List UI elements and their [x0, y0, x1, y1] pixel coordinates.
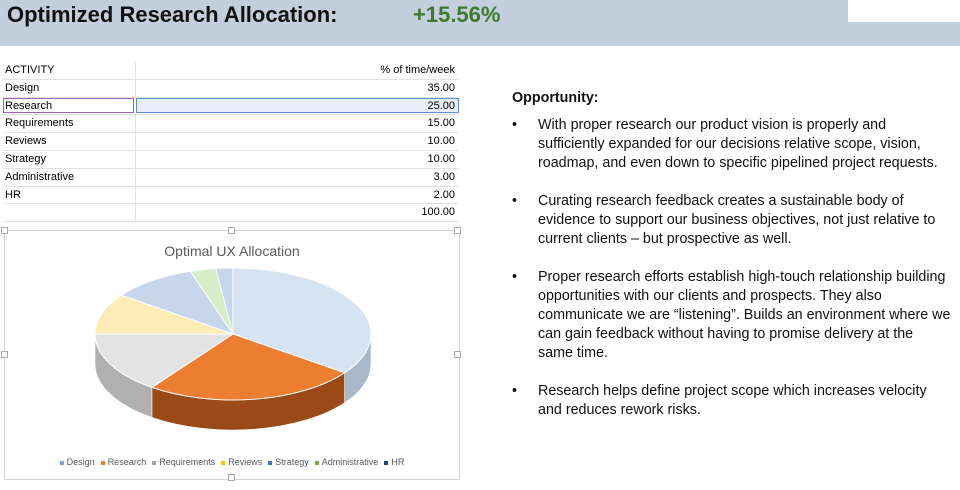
bullet-item: • Curating research feedback creates a s…: [512, 192, 952, 249]
legend-label: Reviews: [228, 457, 263, 467]
table-row[interactable]: Requirements 15.00: [3, 115, 459, 134]
pie-slice-requirements[interactable]: [94, 333, 235, 388]
legend-entry-strategy: Strategy: [268, 457, 309, 467]
pie-slice-hr[interactable]: [215, 267, 234, 335]
bullet-text: Research helps define project scope whic…: [538, 383, 927, 418]
legend-swatch: [384, 460, 389, 465]
table-row[interactable]: Strategy 10.00: [3, 150, 459, 169]
legend-swatch: [152, 460, 157, 465]
legend-label: Design: [66, 457, 95, 467]
bullet-item: • Proper research efforts establish high…: [512, 268, 952, 363]
activity-cell[interactable]: Research: [5, 99, 53, 112]
table-total-row[interactable]: 100.00: [3, 204, 459, 223]
selected-value-outline: [136, 97, 459, 113]
legend-label: Requirements: [159, 457, 216, 467]
total-cell[interactable]: 100.00: [421, 206, 455, 219]
activity-cell[interactable]: Requirements: [5, 117, 74, 130]
legend-swatch: [314, 460, 319, 465]
pie-slice-strategy[interactable]: [120, 270, 235, 335]
header-corner-panel: [848, 0, 960, 22]
bullet-item: • Research helps define project scope wh…: [512, 382, 952, 420]
table-row[interactable]: Administrative 3.00: [3, 168, 459, 187]
bullet-mark: •: [512, 193, 518, 209]
activity-column-header: ACTIVITY: [5, 64, 55, 76]
table-row[interactable]: HR 2.00: [3, 186, 459, 205]
table-row[interactable]: Design 35.00: [3, 79, 459, 98]
header-bar: Optimized Research Allocation: +15.56%: [0, 0, 960, 46]
resize-handle[interactable]: [454, 227, 461, 234]
bullet-text: Curating research feedback creates a sus…: [538, 193, 936, 247]
activity-table: ACTIVITY % of time/week Design 35.00 Res…: [3, 62, 459, 223]
legend-entry-administrative: Administrative: [314, 457, 379, 467]
bullet-mark: •: [512, 383, 518, 399]
allocation-change-value: +15.56%: [413, 2, 501, 27]
legend-entry-hr: HR: [384, 457, 404, 467]
legend-label: HR: [391, 457, 405, 467]
pie-chart: [94, 267, 372, 431]
chart-legend: Design Research Requirements Reviews Strateg…: [5, 457, 459, 467]
page-title: Optimized Research Allocation:: [7, 2, 338, 27]
legend-swatch: [221, 460, 226, 465]
activity-cell[interactable]: Reviews: [5, 135, 47, 148]
legend-label: Strategy: [275, 457, 309, 467]
resize-handle[interactable]: [1, 227, 8, 234]
bullet-item: • With proper research our product visio…: [512, 116, 952, 173]
pie-slice-reviews[interactable]: [94, 294, 234, 335]
value-cell[interactable]: 25.00: [427, 99, 455, 112]
resize-handle[interactable]: [228, 227, 235, 234]
legend-swatch: [59, 460, 64, 465]
pie-chart-object[interactable]: Optimal UX Allocation Design Research Requ…: [1, 227, 461, 481]
bullet-text: With proper research our product vision …: [538, 117, 938, 171]
table-header-row: ACTIVITY % of time/week: [3, 62, 459, 80]
legend-entry-reviews: Reviews: [221, 457, 262, 467]
activity-cell[interactable]: HR: [5, 188, 21, 201]
legend-label: Administrative: [321, 457, 379, 467]
table-row-selected[interactable]: Research 25.00: [3, 97, 459, 116]
legend-entry-research: Research: [100, 457, 147, 467]
value-cell[interactable]: 35.00: [427, 81, 455, 94]
legend-swatch: [100, 460, 105, 465]
resize-handle[interactable]: [454, 351, 461, 358]
opportunity-panel: Opportunity: • With proper research our …: [512, 90, 952, 439]
table-row[interactable]: Reviews 10.00: [3, 133, 459, 151]
bullet-text: Proper research efforts establish high-t…: [538, 269, 951, 361]
value-cell[interactable]: 3.00: [433, 170, 455, 183]
value-cell[interactable]: 2.00: [433, 188, 455, 201]
activity-cell[interactable]: Strategy: [5, 152, 46, 165]
value-cell[interactable]: 10.00: [427, 152, 455, 165]
bullet-mark: •: [512, 269, 518, 285]
resize-handle[interactable]: [228, 474, 235, 481]
opportunity-heading: Opportunity:: [512, 90, 599, 106]
legend-label: Research: [107, 457, 147, 467]
bullet-mark: •: [512, 117, 518, 133]
chart-title: Optimal UX Allocation: [164, 243, 300, 259]
pie-slice-design[interactable]: [232, 267, 372, 374]
pie-slice-research[interactable]: [150, 333, 346, 401]
activity-cell[interactable]: Administrative: [5, 170, 75, 183]
legend-entry-design: Design: [59, 457, 95, 467]
resize-handle[interactable]: [1, 351, 8, 358]
legend-entry-requirements: Requirements: [152, 457, 215, 467]
legend-swatch: [268, 460, 273, 465]
value-cell[interactable]: 15.00: [427, 117, 455, 130]
percent-column-header: % of time/week: [380, 64, 455, 76]
activity-cell[interactable]: Design: [5, 81, 40, 94]
selected-cell-outline: [3, 97, 134, 113]
value-cell[interactable]: 10.00: [427, 135, 455, 148]
